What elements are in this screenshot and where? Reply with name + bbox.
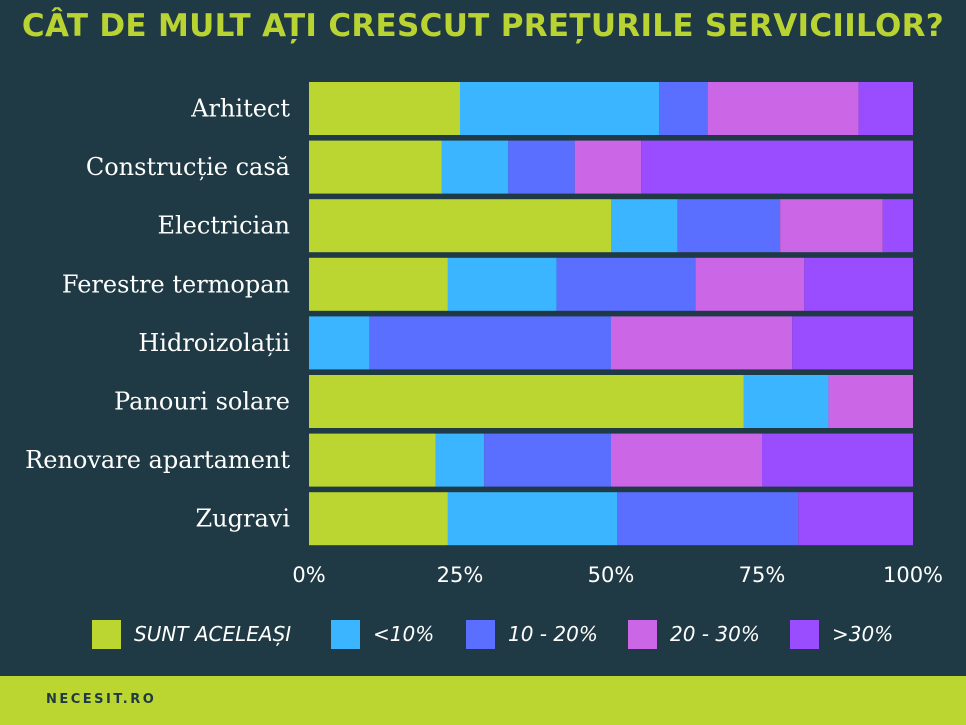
legend-swatch xyxy=(466,620,495,649)
bar-segment xyxy=(641,140,913,194)
legend-label: 10 - 20% xyxy=(508,622,598,646)
bar-segment xyxy=(309,199,611,253)
footer-bar: NECESIT.RO xyxy=(0,676,966,725)
bar-segment xyxy=(435,433,485,487)
bar-segment xyxy=(508,140,575,194)
bar-segment xyxy=(309,375,744,428)
stacked-bar-chart: Arhitect Construcție casă Electrician Feres… xyxy=(25,82,943,587)
legend-swatch xyxy=(628,620,657,649)
bar-segment xyxy=(309,492,448,546)
bar-segment xyxy=(677,199,781,253)
bar-segment xyxy=(484,433,611,487)
category-label: Electrician xyxy=(157,212,290,240)
category-label: Construcție casă xyxy=(86,153,290,181)
bar-segment xyxy=(792,316,913,370)
bar-segment xyxy=(780,199,883,253)
legend-label: 20 - 30% xyxy=(670,622,760,646)
bar-segment xyxy=(743,375,829,428)
bar-segment xyxy=(447,492,618,546)
bar-segment xyxy=(309,140,442,194)
bar-segment xyxy=(798,492,913,546)
bar-segment xyxy=(707,82,859,135)
bar-segment xyxy=(659,82,708,135)
legend-label: <10% xyxy=(373,622,435,646)
bar-segment xyxy=(858,82,913,135)
bar-segment xyxy=(695,257,805,311)
bar-segment xyxy=(369,316,611,370)
chart-legend: SUNT ACELEAȘI <10% 10 - 20% 20 - 30% >30% xyxy=(0,612,966,662)
bar-segment xyxy=(804,257,913,311)
bar-segment xyxy=(611,433,762,487)
legend-swatch xyxy=(331,620,360,649)
category-label: Hidroizolații xyxy=(138,329,290,357)
legend-label: >30% xyxy=(832,622,894,646)
bar-segment xyxy=(882,199,913,253)
bar-segment xyxy=(617,492,799,546)
legend-label: SUNT ACELEAȘI xyxy=(134,622,292,646)
category-label: Renovare apartament xyxy=(25,446,290,474)
bar-segment xyxy=(460,82,660,135)
x-tick-label: 50% xyxy=(588,563,635,587)
bar-segment xyxy=(556,257,696,311)
footer-brand: NECESIT.RO xyxy=(46,692,157,707)
legend-swatch xyxy=(92,620,121,649)
bar-segment xyxy=(309,257,448,311)
x-tick-label: 25% xyxy=(437,563,484,587)
category-label: Arhitect xyxy=(190,95,290,123)
x-tick-label: 75% xyxy=(739,563,786,587)
bar-segment xyxy=(574,140,642,194)
bar-segment xyxy=(762,433,913,487)
category-label: Panouri solare xyxy=(114,388,290,416)
category-label: Ferestre termopan xyxy=(62,270,290,298)
chart-title: CÂT DE MULT AȚI CRESCUT PREȚURILE SERVIC… xyxy=(21,8,945,44)
x-tick-label: 0% xyxy=(292,563,325,587)
category-label: Zugravi xyxy=(195,505,290,533)
bar-segment xyxy=(611,316,793,370)
x-tick-label: 100% xyxy=(883,563,943,587)
bar-segment xyxy=(309,316,370,370)
bar-segment xyxy=(309,433,436,487)
bar-segment xyxy=(828,375,913,428)
bar-segment xyxy=(611,199,678,253)
legend-swatch xyxy=(790,620,819,649)
bar-segment xyxy=(447,257,557,311)
bar-segment xyxy=(309,82,460,135)
bar-segment xyxy=(441,140,509,194)
